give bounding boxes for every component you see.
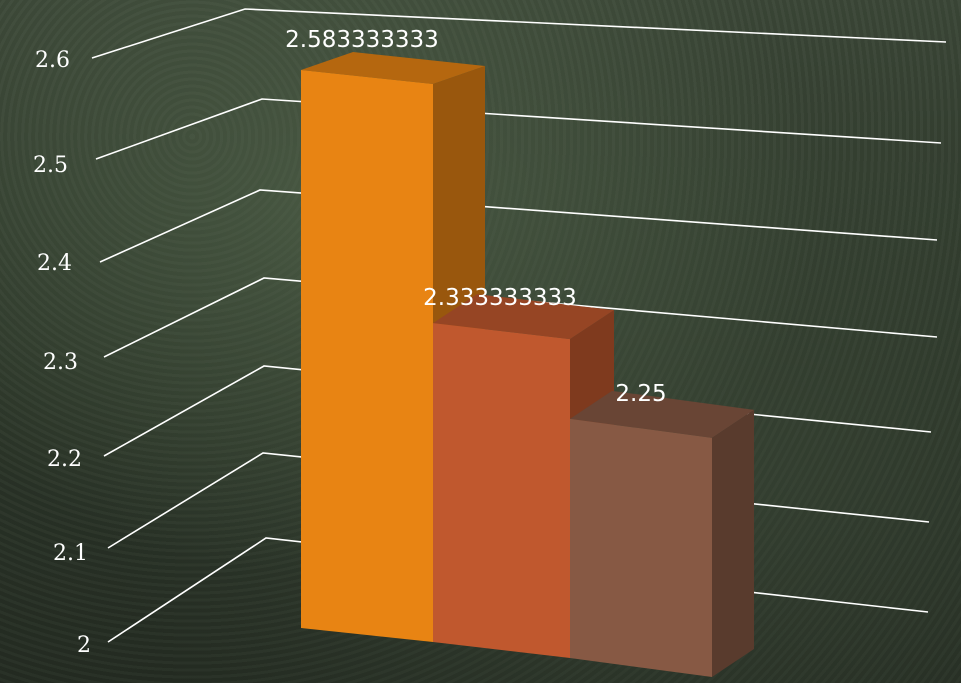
- bar: [570, 418, 712, 677]
- y-tick-label: 2.5: [33, 153, 68, 178]
- gridline: [103, 277, 938, 358]
- y-tick-label: 2.3: [43, 350, 78, 375]
- bar-top: [301, 52, 485, 84]
- gridline: [95, 98, 942, 160]
- bar-top: [570, 390, 754, 438]
- bar-side: [712, 409, 754, 677]
- data-label: 2.25: [615, 381, 666, 407]
- gridlines: [91, 8, 947, 643]
- data-label: 2.333333333: [423, 285, 577, 311]
- bars: [301, 52, 754, 677]
- gridline: [91, 8, 947, 59]
- gridline: [99, 189, 938, 263]
- bar: [433, 323, 570, 658]
- y-tick-label: 2.6: [35, 48, 70, 73]
- bar: [301, 70, 433, 642]
- y-tick-label: 2.2: [47, 447, 82, 472]
- data-labels: 2.583333333 2.333333333 2.25: [285, 27, 666, 407]
- data-label: 2.583333333: [285, 27, 439, 53]
- bar-top: [433, 294, 614, 340]
- y-tick-label: 2: [77, 633, 91, 658]
- y-axis-ticks: 2 2.1 2.2 2.3 2.4 2.5 2.6: [33, 48, 91, 658]
- y-tick-label: 2.4: [37, 251, 72, 276]
- y-tick-label: 2.1: [53, 541, 88, 566]
